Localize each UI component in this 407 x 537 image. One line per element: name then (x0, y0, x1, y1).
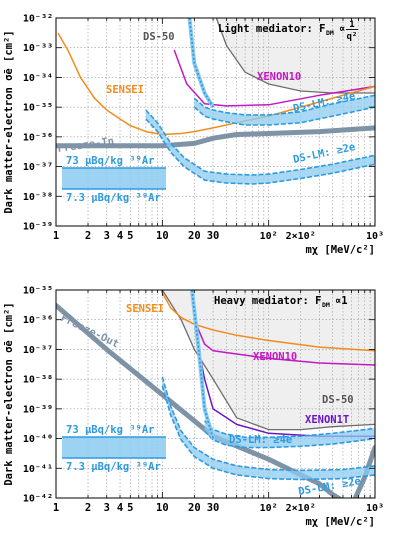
label-freeze: Freeze-Out (59, 312, 121, 350)
legend-lower-label: 7.3 μBq/kg ³⁹Ar (66, 192, 161, 204)
y-tick-label: 10⁻³³ (23, 43, 53, 54)
chart-panel-top: 1 2 3 4 5 10 20 30 10² 2×10² 10³ 10⁻³⁹ 10⁻³⁸ 10⁻³⁷ 10⁻… (3, 14, 384, 257)
title-text: Heavy mediator: F (214, 295, 321, 307)
y-tick-label: 10⁻³⁸ (23, 375, 53, 386)
legend-upper-label: 73 μBq/kg ³⁹Ar (66, 155, 155, 167)
series-ds-lm-4e-upper (204, 420, 375, 439)
series-xenon10 (173, 49, 375, 107)
title-fraction-numerator: 1 (349, 20, 354, 30)
x-axis-label: mχ [MeV/c²] (305, 244, 375, 256)
series-sensei (160, 290, 375, 352)
label-xenon1t: XENON1T (305, 414, 349, 426)
panel-title: Heavy mediator: F DM ∝1 (214, 295, 348, 309)
ticks (55, 17, 375, 227)
y-axis-label: Dark matter-electron σ̄e [cm²] (3, 302, 15, 485)
series-ds-lm-4e-band (194, 95, 375, 125)
y-tick-label: 10⁻³⁵ (23, 286, 53, 297)
x-tick-label: 10² (260, 231, 278, 242)
x-tick-label: 20 (188, 230, 201, 242)
x-tick-label: 30 (207, 230, 220, 242)
legend-lower-label: 7.3 μBq/kg ³⁹Ar (66, 461, 161, 473)
series-ds-lm-4e-upper (193, 94, 375, 116)
series-ds-lm-4e-lower (193, 106, 375, 126)
title-tail: ∝ (339, 23, 345, 35)
x-tick-label: 2×10² (286, 231, 316, 242)
chart-panel-bottom: 1 2 3 4 5 10 20 30 10² 2×10² 10³ 10⁻⁴² 10⁻⁴¹ 10⁻⁴⁰ 10⁻… (3, 286, 384, 529)
plot-frame (55, 17, 376, 227)
x-tick-label: 10 (156, 230, 169, 242)
ds50-excluded-region (216, 18, 375, 93)
plot-frame (55, 289, 376, 499)
legend-band-swatch (62, 168, 166, 189)
x-tick-label: 4 (117, 502, 123, 514)
x-tick-label: 1 (53, 502, 59, 514)
series-ds-lm-4e-lower (204, 430, 375, 449)
label-ds50: DS-50 (322, 394, 354, 406)
series-ds-lm-4e-band (204, 420, 375, 448)
y-tick-label: 10⁻³⁶ (23, 315, 53, 326)
y-tick-label: 10⁻³⁹ (23, 222, 53, 233)
series-ds-lm-4e-steep-fill (187, 18, 215, 109)
y-tick-label: 10⁻³⁴ (23, 73, 53, 84)
series-ds-lm-2e-upper (145, 109, 375, 176)
legend-band-swatch (62, 437, 166, 458)
series-ds-50 (161, 290, 375, 431)
title-tail: ∝1 (335, 295, 348, 307)
y-tick-label: 10⁻⁴² (23, 494, 53, 505)
series-freeze-in (56, 125, 375, 149)
title-text: Light mediator: F (218, 23, 325, 35)
label-sensei: SENSEI (106, 84, 144, 96)
x-tick-label: 1 (53, 230, 59, 242)
legend-upper-label: 73 μBq/kg ³⁹Ar (66, 424, 155, 436)
label-xenon10: XENON10 (253, 351, 297, 363)
series-ds-lm-2e-band (162, 376, 375, 480)
y-tick-label: 10⁻³⁶ (23, 132, 53, 143)
x-tick-label: 2 (85, 502, 91, 514)
series-ds-lm-2e-lower (145, 118, 375, 185)
y-tick-label: 10⁻³² (23, 14, 53, 25)
x-tick-label: 2×10² (286, 503, 316, 514)
title-subscript: DM (326, 29, 334, 37)
series-ds-lm-4e-steep (191, 290, 214, 439)
x-tick-label: 10³ (366, 231, 384, 242)
y-axis-label: Dark matter-electron σ̄e [cm²] (3, 30, 15, 213)
label-sensei: SENSEI (126, 303, 164, 315)
x-tick-label: 10³ (366, 503, 384, 514)
ds50-excluded-region (162, 290, 375, 430)
panel-title: Light mediator: F DM ∝ 1 q² (218, 20, 358, 42)
label-lm4: DS-LM: ≥4e (229, 434, 292, 446)
y-tick-label: 10⁻³⁵ (23, 103, 53, 114)
grid (56, 18, 375, 226)
y-tick-label: 10⁻³⁷ (23, 162, 53, 173)
series-ds-lm-2e-lower (161, 385, 375, 481)
label-xenon10: XENON10 (257, 71, 301, 83)
x-tick-label: 3 (104, 230, 110, 242)
title-fraction-denominator: q² (347, 32, 358, 42)
y-tick-label: 10⁻³⁹ (23, 404, 53, 415)
y-tick-label: 10⁻³⁸ (23, 192, 53, 203)
series-ds-lm-4e-steep (188, 18, 214, 108)
title-subscript: DM (322, 301, 330, 309)
series-xenon10 (193, 318, 375, 366)
label-freeze: Freeze-In (57, 135, 115, 155)
x-tick-label: 30 (207, 502, 220, 514)
x-tick-label: 10 (156, 502, 169, 514)
x-tick-label: 4 (117, 230, 123, 242)
x-axis-label: mχ [MeV/c²] (305, 516, 375, 528)
x-tick-label: 5 (127, 502, 133, 514)
plot-area (56, 290, 375, 498)
y-tick-label: 10⁻⁴¹ (23, 464, 53, 475)
x-tick-label: 2 (85, 230, 91, 242)
x-tick-label: 20 (188, 502, 201, 514)
x-tick-label: 3 (104, 502, 110, 514)
ticks (55, 289, 375, 499)
label-ds50: DS-50 (143, 31, 175, 43)
x-tick-label: 10² (260, 503, 278, 514)
y-tick-label: 10⁻³⁷ (23, 345, 53, 356)
y-tick-label: 10⁻⁴⁰ (23, 434, 53, 445)
plot-area (56, 18, 375, 226)
x-tick-label: 5 (127, 230, 133, 242)
series-ds-lm-2e-upper (161, 376, 375, 472)
